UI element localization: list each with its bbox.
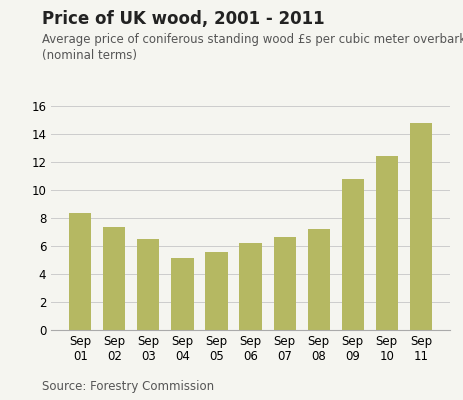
Bar: [341, 179, 363, 330]
Bar: [239, 243, 261, 330]
Text: Price of UK wood, 2001 - 2011: Price of UK wood, 2001 - 2011: [42, 10, 324, 28]
Bar: [205, 252, 227, 330]
Text: Source: Forestry Commission: Source: Forestry Commission: [42, 380, 213, 393]
Bar: [137, 239, 159, 330]
Bar: [69, 213, 91, 330]
Bar: [409, 123, 431, 330]
Bar: [307, 229, 329, 330]
Bar: [273, 237, 295, 330]
Bar: [103, 227, 125, 330]
Bar: [375, 156, 397, 330]
Text: (nominal terms): (nominal terms): [42, 49, 137, 62]
Bar: [171, 258, 193, 330]
Text: Average price of coniferous standing wood £s per cubic meter overbark: Average price of coniferous standing woo…: [42, 33, 463, 46]
